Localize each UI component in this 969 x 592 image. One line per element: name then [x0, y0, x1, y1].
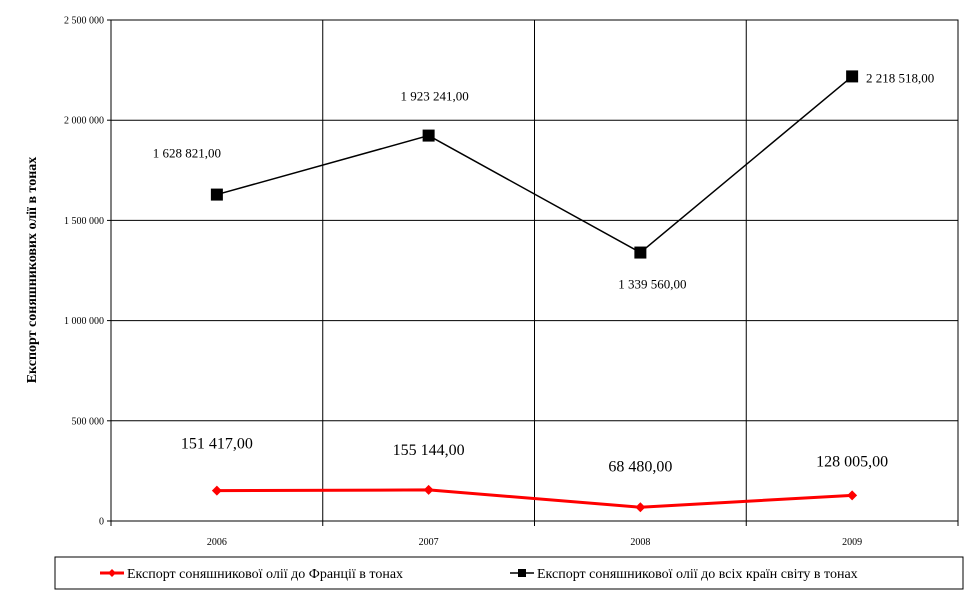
- data-point: [847, 490, 858, 501]
- data-label: 1 339 560,00: [618, 277, 686, 292]
- legend-marker: [108, 569, 116, 577]
- data-label: 128 005,00: [816, 453, 888, 470]
- data-point: [211, 485, 222, 496]
- x-tick-label: 2006: [207, 537, 227, 548]
- series-line: [216, 75, 853, 254]
- data-label: 1 628 821,00: [153, 146, 221, 161]
- data-label: 155 144,00: [393, 442, 465, 459]
- y-tick-label: 2 500 000: [64, 16, 104, 27]
- y-tick-label: 2 000 000: [64, 116, 104, 127]
- grid: [107, 19, 959, 526]
- x-tick-label: 2007: [419, 537, 439, 548]
- y-axis-label: Експорт соняшникових олії в тонах: [25, 157, 40, 384]
- data-point: [635, 502, 646, 513]
- data-point: [634, 246, 647, 259]
- x-tick-label: 2009: [842, 537, 862, 548]
- data-label: 68 480,00: [608, 458, 672, 475]
- data-point: [422, 129, 435, 142]
- data-point: [210, 188, 223, 201]
- y-tick-label: 1 000 000: [64, 316, 104, 327]
- y-tick-label: 1 500 000: [64, 216, 104, 227]
- series-2: 1 628 821,00 1 923 241,00 1 339 560,00 2 21…: [153, 70, 934, 292]
- x-tick-label: 2008: [630, 537, 650, 548]
- x-axis-ticks: 2006 2007 2008 2009: [207, 537, 862, 548]
- data-point: [846, 70, 859, 83]
- data-label: 151 417,00: [181, 436, 253, 453]
- legend-item-2: Експорт соняшникової олії до всіх країн …: [510, 567, 858, 582]
- legend-items: Експорт соняшникової олії до Франції в т…: [100, 567, 858, 582]
- legend-marker: [518, 569, 526, 577]
- data-label: 2 218 518,00: [866, 70, 934, 85]
- y-tick-label: 0: [99, 517, 104, 528]
- y-tick-label: 500 000: [72, 416, 105, 427]
- series-line: [216, 488, 853, 509]
- legend-label: Експорт соняшникової олії до всіх країн …: [537, 567, 858, 582]
- legend-box: [54, 556, 964, 590]
- series-1: 151 417,00 155 144,00 68 480,00 128 005,00: [181, 436, 888, 513]
- legend-label: Експорт соняшникової олії до Франції в т…: [127, 567, 403, 582]
- data-point: [423, 484, 434, 495]
- legend-item-1: Експорт соняшникової олії до Франції в т…: [100, 567, 403, 582]
- y-axis-ticks: 0 500 000 1 000 000 1 500 000 2 000 000 2 500…: [64, 16, 104, 528]
- legend: Експорт соняшникової олії до Франції в т…: [54, 556, 964, 590]
- data-label: 1 923 241,00: [401, 89, 469, 104]
